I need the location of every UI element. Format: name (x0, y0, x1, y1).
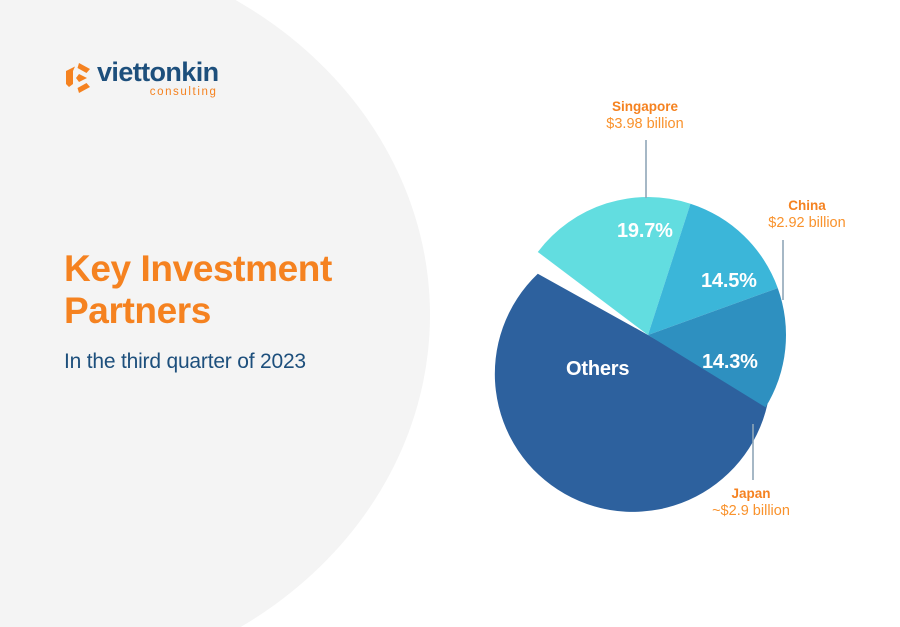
pie-label-china: 14.5% (701, 270, 757, 292)
pie-slice-others-real[interactable] (494, 273, 768, 512)
pie-slice-china[interactable] (648, 203, 778, 335)
logo-tagline: consulting (149, 86, 218, 99)
page-title-line-1: Key Investment (64, 248, 332, 289)
brand-logo[interactable]: viettonkin consulting (64, 58, 219, 99)
callout-singapore-value: $3.98 billion (606, 116, 684, 133)
headline-block: Key Investment Partners In the third qua… (64, 248, 444, 374)
pie-label-others: Others (566, 358, 630, 380)
hexagon-c-icon (66, 63, 90, 93)
callout-japan-name: Japan (731, 486, 771, 501)
page-title: Key Investment Partners (64, 248, 444, 332)
callout-china: China $2.92 billion (742, 197, 872, 233)
callout-singapore: Singapore $3.98 billion (580, 98, 710, 134)
callout-japan-value: ~$2.9 billion (712, 503, 790, 520)
callout-china-value: $2.92 billion (768, 215, 846, 232)
logo-wordmark: viettonkin (97, 57, 219, 87)
callout-china-name: China (788, 198, 826, 213)
pie-label-japan: 14.3% (702, 351, 758, 373)
callout-singapore-name: Singapore (611, 99, 678, 114)
pie-slice-japan[interactable] (648, 288, 787, 408)
page-title-line-2: Partners (64, 290, 211, 332)
callout-japan: Japan ~$2.9 billion (686, 485, 816, 521)
pie-slice-singapore[interactable] (537, 196, 691, 335)
page-subtitle: In the third quarter of 2023 (64, 350, 306, 374)
pie-label-singapore: 19.7% (617, 220, 673, 242)
